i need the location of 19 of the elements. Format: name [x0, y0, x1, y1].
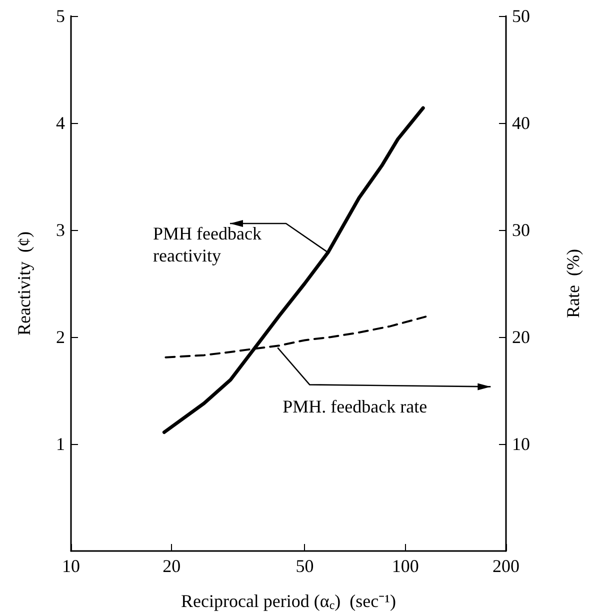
x-tick-label: 200 — [492, 556, 520, 576]
y-axis-title: Reactivity (¢) — [14, 232, 34, 336]
x-tick-label: 10 — [62, 556, 80, 576]
y-tick-label: 2 — [56, 327, 65, 347]
y-tick-label: 1 — [56, 434, 65, 454]
y2-tick-label: 50 — [512, 6, 530, 26]
annotation: PMH feedback reactivity — [152, 223, 262, 266]
y2-tick-label: 30 — [512, 220, 530, 240]
y2-tick-label: 40 — [512, 113, 530, 133]
x-tick-label: 20 — [162, 556, 181, 576]
y2-tick-label: 10 — [512, 434, 530, 454]
x-tick-label: 50 — [296, 556, 314, 576]
y2-axis-title: Rate (%) — [563, 249, 583, 318]
y-tick-label: 3 — [56, 220, 65, 240]
y-tick-label: 5 — [56, 6, 65, 26]
annotation: PMH. feedback rate — [282, 396, 428, 417]
x-tick-label: 100 — [392, 556, 419, 576]
y2-tick-label: 20 — [512, 327, 530, 347]
y-tick-label: 4 — [56, 113, 65, 133]
